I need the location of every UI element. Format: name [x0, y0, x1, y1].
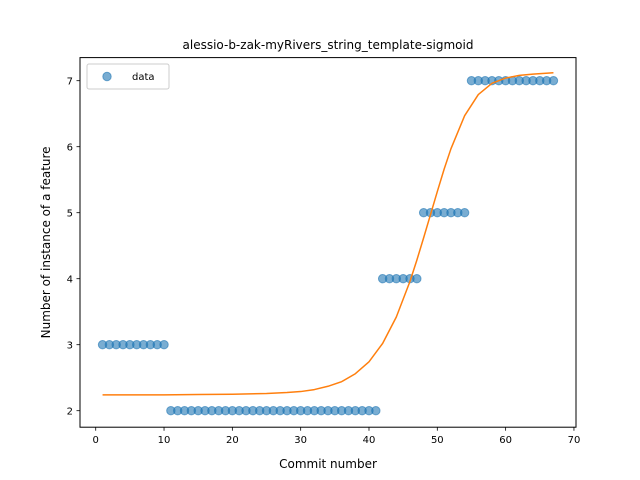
- x-axis-label: Commit number: [279, 457, 377, 471]
- plot-area: [97, 72, 559, 416]
- x-tick-label: 40: [363, 435, 376, 446]
- x-tick-label: 50: [431, 435, 444, 446]
- x-tick-label: 60: [499, 435, 512, 446]
- legend-marker-data: [102, 71, 112, 82]
- x-tick-label: 30: [294, 435, 307, 446]
- chart-title: alessio-b-zak-myRivers_string_template-s…: [183, 38, 474, 52]
- data-point: [548, 76, 559, 86]
- data-point: [371, 406, 381, 416]
- y-tick-label: 6: [67, 142, 73, 153]
- y-tick-label: 3: [67, 340, 73, 351]
- legend-label-data: data: [132, 72, 155, 83]
- x-tick-label: 70: [568, 435, 581, 446]
- x-tick-label: 20: [226, 435, 239, 446]
- sigmoid-fit-line: [102, 72, 554, 396]
- legend: data: [86, 63, 170, 90]
- data-point: [412, 274, 422, 284]
- data-point: [459, 208, 470, 218]
- y-axis-label: Number of instance of a feature: [39, 146, 53, 338]
- x-tick-label: 0: [93, 435, 99, 446]
- y-tick-label: 2: [67, 406, 73, 417]
- x-tick-label: 10: [158, 435, 171, 446]
- legend-box: [86, 63, 170, 90]
- y-tick-label: 4: [67, 274, 73, 285]
- axis-ticks: 0 10 20 30 40 50 60 70 2 3 4 5 6 7: [67, 76, 581, 446]
- axes-frame: [79, 57, 577, 428]
- y-tick-label: 5: [67, 208, 73, 219]
- data-point: [159, 340, 169, 350]
- y-tick-label: 7: [67, 76, 73, 87]
